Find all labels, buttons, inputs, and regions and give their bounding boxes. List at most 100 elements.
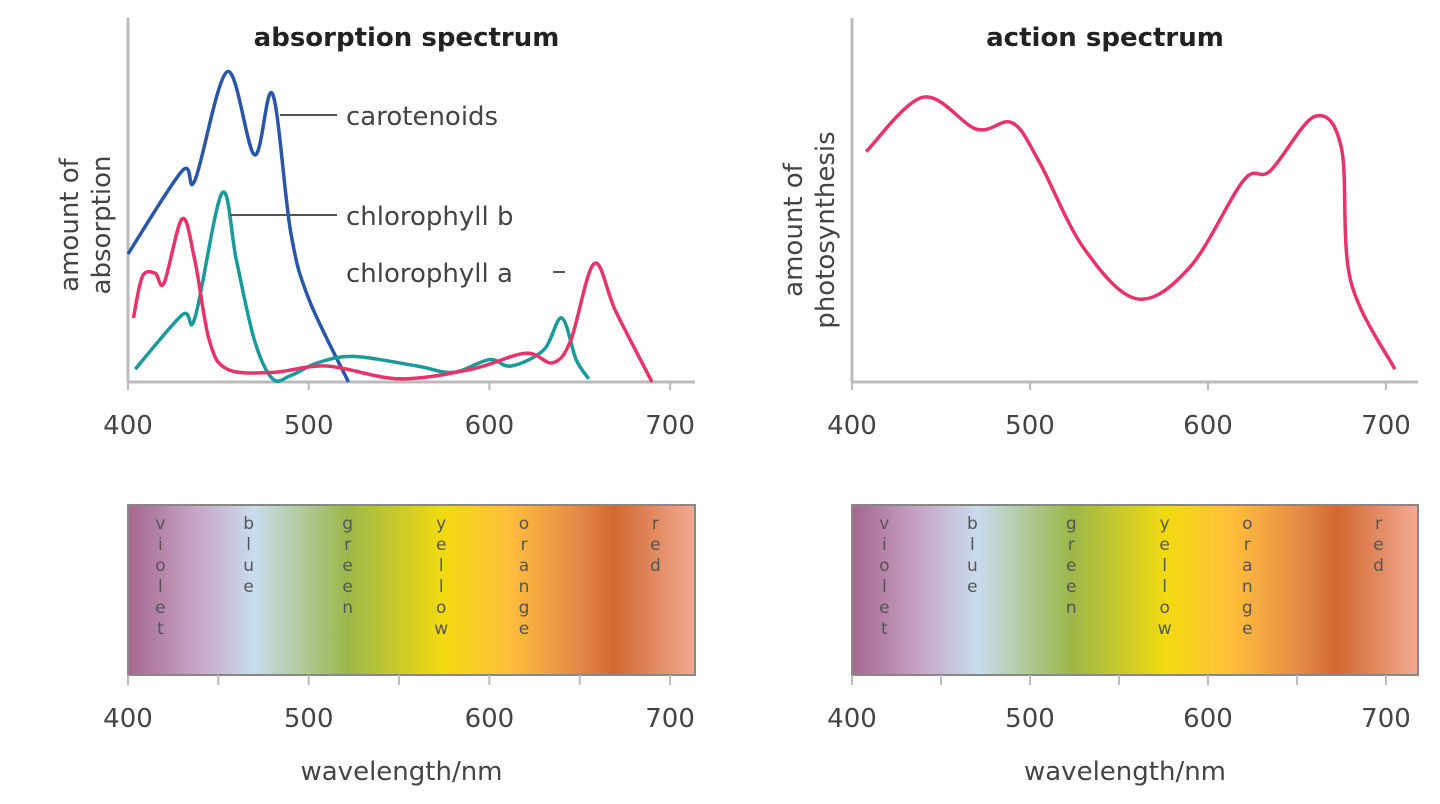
band-letter: l <box>158 577 163 597</box>
y-axis-label-line: absorption <box>87 156 117 295</box>
x-axis-label: wavelength/nm <box>1024 757 1226 787</box>
band-letter: y <box>436 514 446 534</box>
band-letter: u <box>243 556 254 576</box>
band-letter: n <box>1066 598 1077 618</box>
band-letter: a <box>519 556 529 576</box>
bar-tick-label: 400 <box>103 704 153 734</box>
band-letter: v <box>155 514 165 534</box>
band-letter: g <box>1242 598 1253 618</box>
band-letter: e <box>1066 577 1076 597</box>
band-letter: l <box>882 577 887 597</box>
band-letter: r <box>1068 535 1075 555</box>
band-letter: o <box>879 556 889 576</box>
series-label: chlorophyll a <box>346 259 513 289</box>
band-letter: e <box>342 577 352 597</box>
band-letter: d <box>1373 556 1384 576</box>
band-letter: o <box>1242 514 1252 534</box>
y-axis-label: amount ofphotosynthesis <box>779 131 841 328</box>
series-label: carotenoids <box>346 102 498 132</box>
x-tick-label: 700 <box>645 411 695 441</box>
x-tick-label: 500 <box>1005 411 1055 441</box>
x-tick-label: 400 <box>827 411 877 441</box>
band-letter: r <box>344 535 351 555</box>
x-tick-label: 400 <box>103 411 153 441</box>
series-line-action <box>864 95 1397 370</box>
spectrum-bar <box>851 504 1419 676</box>
series-line-carotenoids <box>126 69 351 383</box>
band-letter: r <box>521 535 528 555</box>
chart-panel-action: action spectrum amount ofphotosynthesis 40… <box>779 18 1419 787</box>
band-letter: d <box>650 556 661 576</box>
y-axis-label-line: amount of <box>55 157 85 291</box>
band-letter: t <box>881 619 888 639</box>
band-letter: r <box>1244 535 1251 555</box>
band-letter: l <box>439 577 444 597</box>
band-letter: l <box>246 535 251 555</box>
bar-tick-label: 600 <box>1183 704 1233 734</box>
band-letter: o <box>1159 598 1169 618</box>
band-letter: t <box>157 619 164 639</box>
y-axis-label-line: amount of <box>779 162 809 296</box>
x-tick-label: 600 <box>465 411 515 441</box>
band-letter: w <box>1158 619 1172 639</box>
series-line-chlorophyll-a <box>131 216 654 383</box>
band-letter: e <box>1066 556 1076 576</box>
band-letter: b <box>967 514 978 534</box>
band-letter: l <box>970 535 975 555</box>
band-letter: y <box>1160 514 1170 534</box>
y-axis-label-line: photosynthesis <box>811 131 841 328</box>
band-letter: i <box>158 535 163 555</box>
band-letter: e <box>243 577 253 597</box>
series-label: chlorophyll b <box>346 202 514 232</box>
band-letter: e <box>155 598 165 618</box>
band-letter: o <box>155 556 165 576</box>
bar-tick-label: 700 <box>1361 704 1411 734</box>
x-tick-label: 700 <box>1361 411 1411 441</box>
chart-title: action spectrum <box>986 23 1224 53</box>
bar-tick-label: 500 <box>1005 704 1055 734</box>
bar-tick-label: 700 <box>645 704 695 734</box>
band-letter: r <box>1375 514 1382 534</box>
x-tick-label: 600 <box>1183 411 1233 441</box>
bar-tick-label: 600 <box>465 704 515 734</box>
band-letter: n <box>519 577 530 597</box>
band-letter: n <box>342 598 353 618</box>
band-letter: w <box>434 619 448 639</box>
band-letter: e <box>650 535 660 555</box>
band-letter: e <box>879 598 889 618</box>
band-letter: e <box>519 619 529 639</box>
band-letter: e <box>1159 535 1169 555</box>
band-letter: b <box>243 514 254 534</box>
x-tick-label: 500 <box>284 411 334 441</box>
band-letter: g <box>519 598 530 618</box>
bar-tick-label: 500 <box>284 704 334 734</box>
spectrum-bar <box>127 504 696 676</box>
band-letter: e <box>1242 619 1252 639</box>
band-letter: i <box>882 535 887 555</box>
band-letter: g <box>342 514 353 534</box>
band-letter: a <box>1242 556 1252 576</box>
band-letter: e <box>342 556 352 576</box>
band-letter: v <box>879 514 889 534</box>
band-letter: l <box>1162 556 1167 576</box>
band-letter: o <box>519 514 529 534</box>
chart-title: absorption spectrum <box>254 23 560 53</box>
band-letter: r <box>652 514 659 534</box>
band-letter: e <box>1373 535 1383 555</box>
band-letter: u <box>967 556 978 576</box>
band-letter: l <box>439 556 444 576</box>
series-line-chlorophyll-b <box>133 190 591 383</box>
band-letter: g <box>1066 514 1077 534</box>
